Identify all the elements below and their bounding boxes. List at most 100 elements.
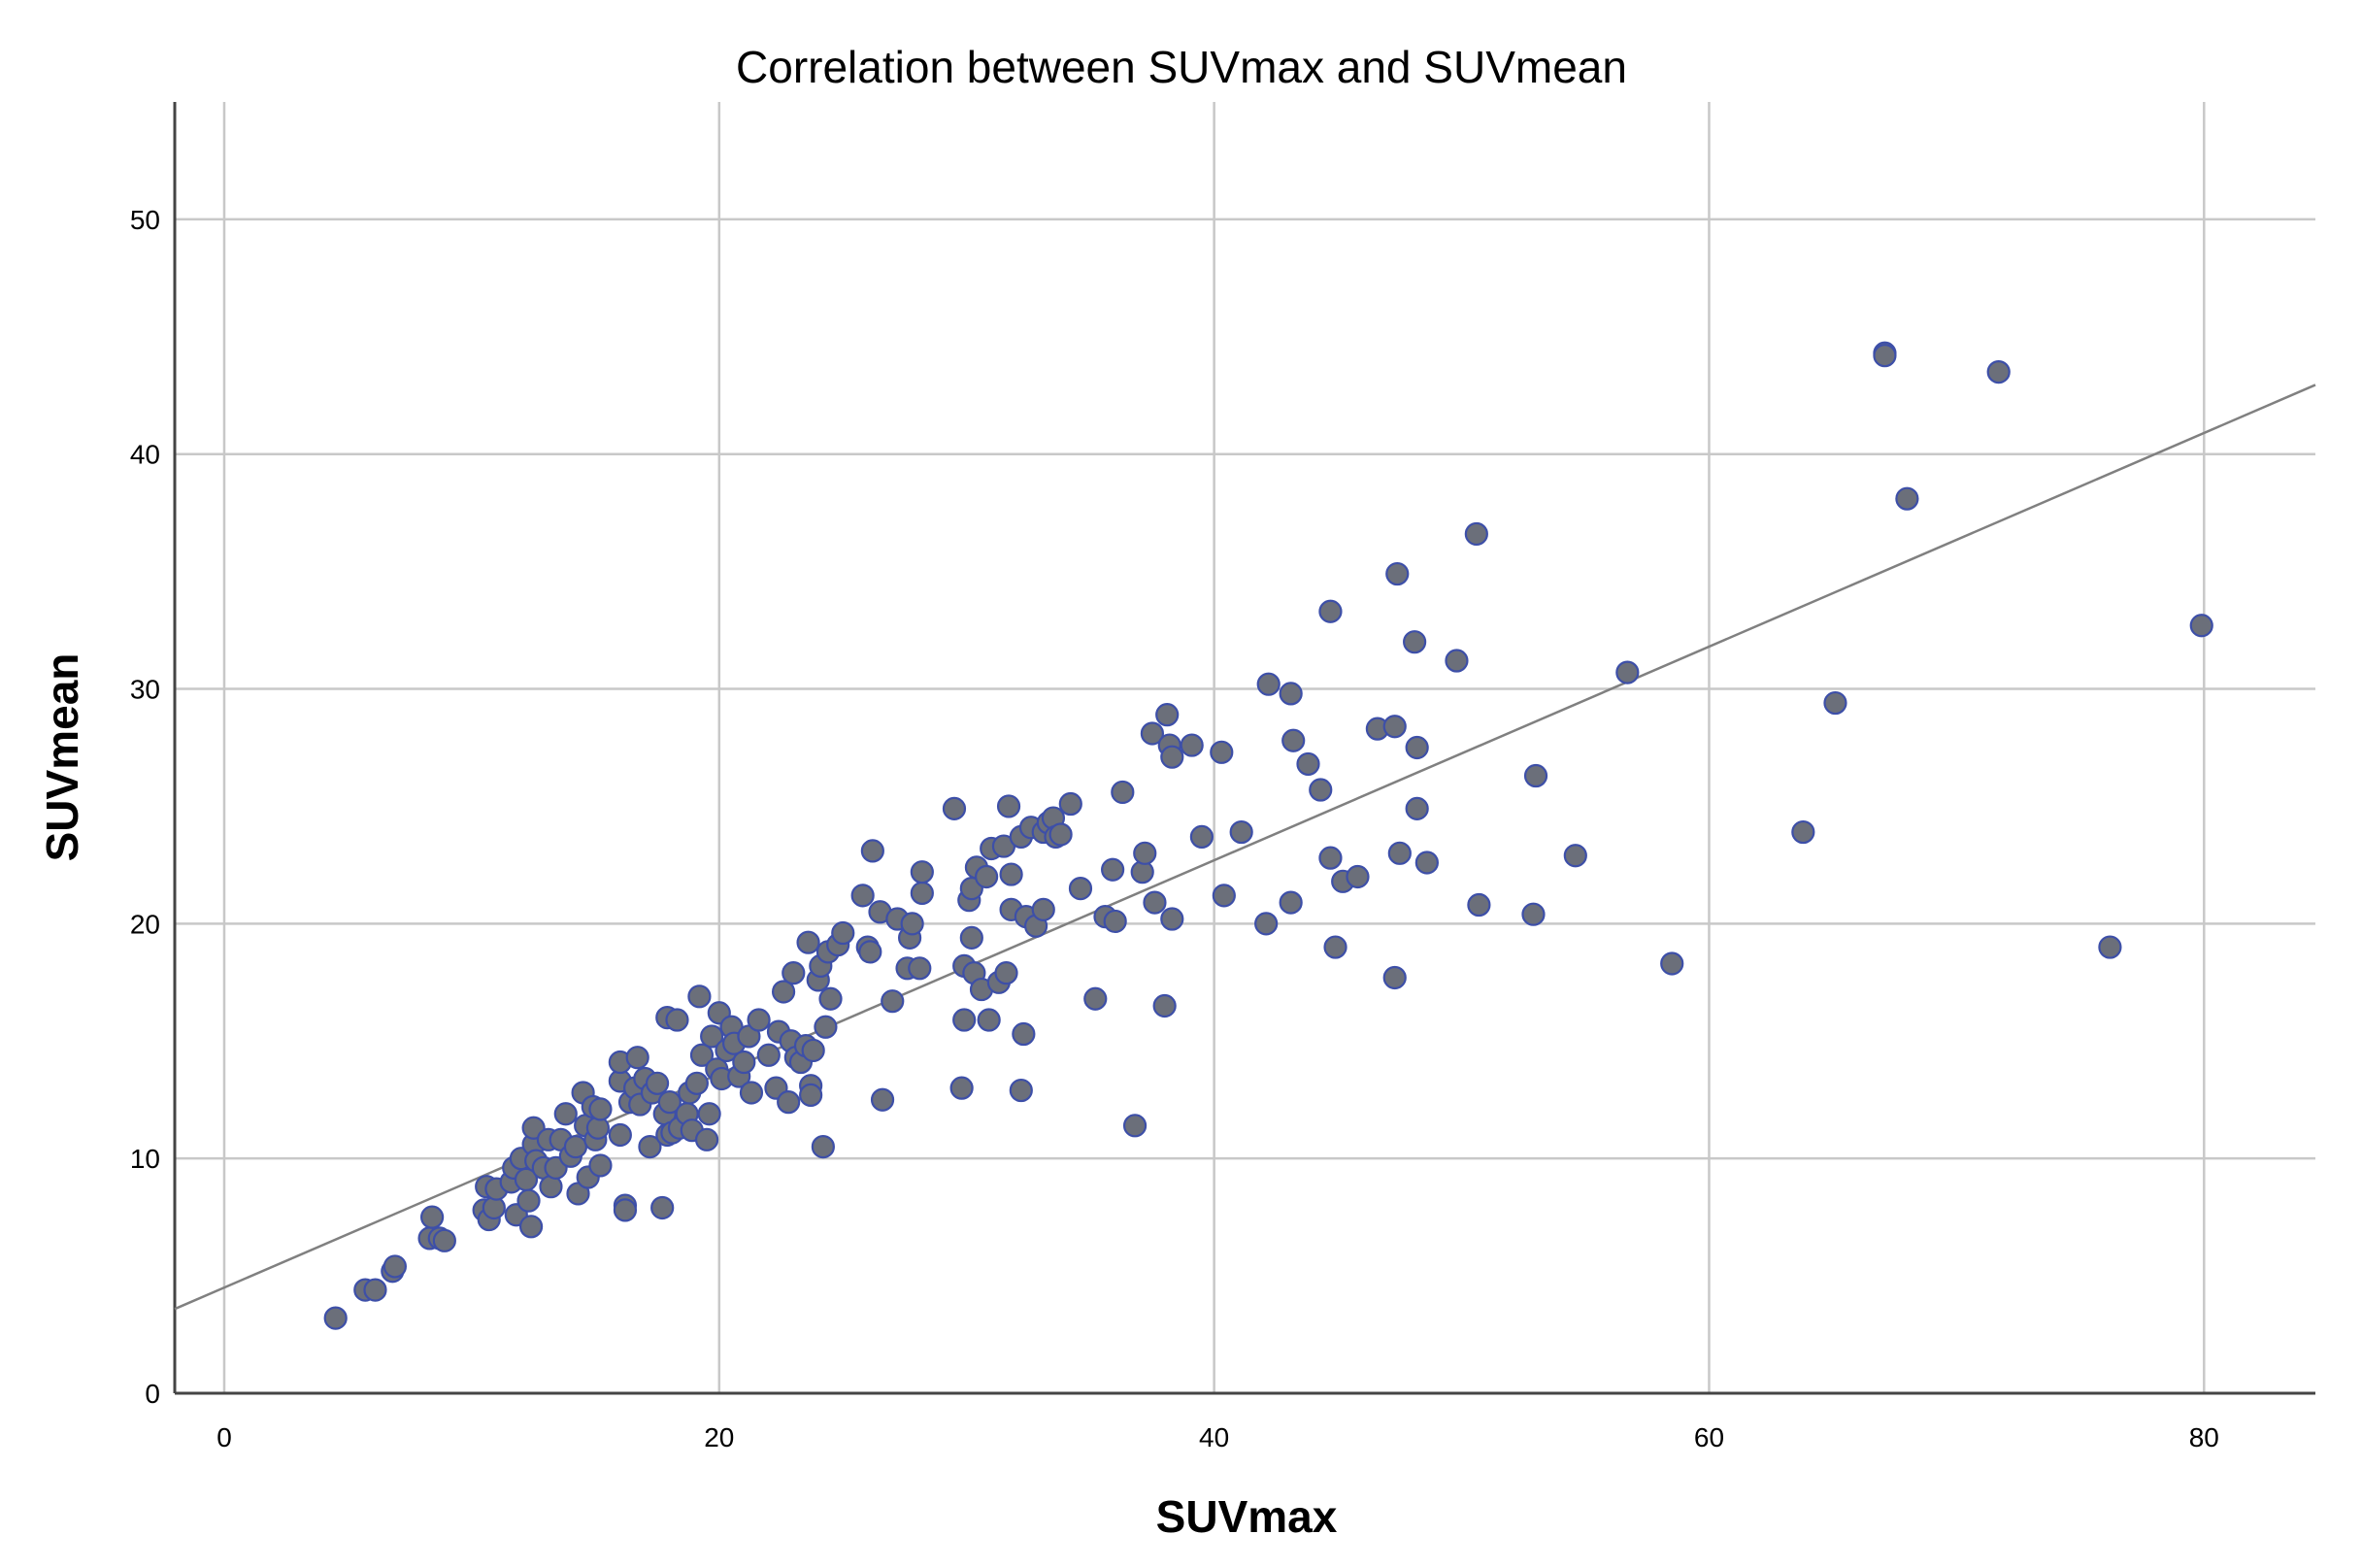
data-point — [1323, 935, 1347, 959]
data-point — [1140, 721, 1165, 746]
data-point — [1296, 751, 1320, 777]
data-point — [2098, 935, 2122, 959]
data-point — [1122, 1114, 1148, 1138]
data-point — [563, 1134, 588, 1159]
data-point — [1467, 892, 1491, 917]
data-point — [1111, 780, 1135, 805]
data-point — [1012, 1021, 1036, 1047]
data-point — [1382, 965, 1407, 990]
data-point — [1873, 344, 1897, 368]
data-point — [588, 1097, 613, 1121]
data-point — [814, 1015, 838, 1039]
data-point — [697, 1102, 721, 1126]
y-axis-title: SUVmean — [37, 653, 87, 862]
data-point — [1160, 745, 1184, 769]
data-point — [860, 839, 884, 863]
y-tick-label: 20 — [130, 909, 160, 939]
data-point — [650, 1195, 675, 1220]
data-point — [1464, 521, 1488, 547]
data-point — [1405, 796, 1429, 820]
data-point — [1048, 822, 1073, 847]
data-point — [910, 860, 934, 884]
data-point — [516, 1188, 541, 1213]
data-point — [1823, 690, 1847, 716]
data-point — [1009, 1078, 1033, 1103]
x-tick-label: 40 — [1199, 1422, 1229, 1452]
data-point — [1160, 907, 1184, 931]
data-point — [1210, 740, 1234, 764]
data-point — [799, 1083, 823, 1107]
data-point — [1660, 951, 1684, 976]
data-point — [383, 1254, 407, 1279]
data-point — [1180, 733, 1204, 757]
fit-line-group — [174, 384, 2316, 1311]
data-point — [1309, 778, 1333, 802]
data-point — [1405, 735, 1429, 760]
data-point — [850, 884, 875, 908]
data-point — [1189, 824, 1214, 849]
axes — [173, 102, 2315, 1395]
data-point — [1318, 846, 1343, 870]
data-point — [959, 925, 983, 950]
data-point — [645, 1071, 670, 1095]
data-point — [999, 862, 1023, 886]
data-point — [700, 1024, 724, 1049]
data-point — [739, 1081, 764, 1105]
data-point — [1521, 902, 1546, 926]
data-point — [1895, 486, 1919, 511]
data-point — [1387, 841, 1412, 865]
data-point — [1155, 703, 1180, 727]
data-point — [1031, 897, 1055, 921]
data-point — [1152, 993, 1177, 1018]
data-point — [1279, 682, 1303, 706]
data-point — [975, 864, 999, 889]
data-point — [1563, 844, 1587, 868]
data-points — [323, 341, 2213, 1330]
data-point — [613, 1198, 638, 1222]
data-point — [910, 881, 934, 906]
x-tick-label: 80 — [2189, 1422, 2219, 1452]
data-point — [638, 1134, 662, 1159]
data-point — [1986, 359, 2011, 384]
data-point — [1068, 876, 1093, 901]
y-tick-label: 0 — [145, 1379, 160, 1409]
data-point — [732, 1050, 756, 1075]
data-point — [782, 961, 806, 985]
data-point — [870, 1087, 895, 1112]
data-point — [1103, 909, 1127, 934]
data-point — [994, 961, 1018, 985]
y-tick-label: 40 — [130, 440, 160, 470]
data-point — [756, 1043, 781, 1067]
data-point — [818, 986, 843, 1011]
data-point — [625, 1046, 649, 1070]
data-point — [1101, 857, 1125, 882]
data-point — [323, 1306, 348, 1330]
x-tick-label: 20 — [704, 1422, 734, 1452]
data-point — [553, 1102, 578, 1126]
data-point — [1143, 890, 1167, 915]
data-point — [665, 1008, 689, 1032]
tick-labels: 0 20 40 60 80 0 10 20 30 40 50 — [130, 205, 2219, 1452]
data-point — [1281, 728, 1306, 752]
data-point — [1212, 884, 1236, 908]
data-point — [432, 1228, 456, 1252]
data-point — [363, 1278, 387, 1302]
data-point — [747, 1008, 771, 1032]
data-point — [684, 1071, 709, 1095]
x-axis-title: SUVmax — [1156, 1491, 1338, 1542]
data-point — [908, 956, 932, 981]
data-point — [687, 984, 712, 1009]
data-point — [689, 1043, 715, 1067]
data-point — [811, 1134, 835, 1159]
data-point — [1346, 864, 1370, 889]
data-point — [1279, 890, 1303, 915]
data-point — [942, 796, 967, 820]
data-point — [420, 1205, 445, 1229]
data-point — [1254, 912, 1279, 936]
y-tick-label: 50 — [130, 205, 160, 235]
data-point — [1256, 672, 1281, 696]
data-point — [952, 1008, 977, 1032]
x-tick-label: 0 — [216, 1422, 232, 1452]
data-point — [1615, 660, 1640, 684]
